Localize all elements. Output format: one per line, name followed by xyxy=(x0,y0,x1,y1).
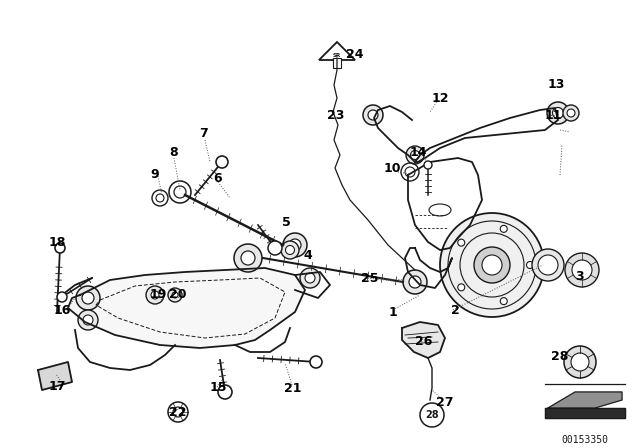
Circle shape xyxy=(552,108,563,119)
Text: 00153350: 00153350 xyxy=(561,435,609,445)
Circle shape xyxy=(572,260,592,280)
Text: 13: 13 xyxy=(547,78,564,90)
Text: 3: 3 xyxy=(576,270,584,283)
Circle shape xyxy=(424,161,432,169)
Circle shape xyxy=(300,268,320,288)
Circle shape xyxy=(281,241,299,259)
Circle shape xyxy=(289,239,301,251)
Circle shape xyxy=(241,251,255,265)
Circle shape xyxy=(78,310,98,330)
Circle shape xyxy=(57,292,67,302)
Circle shape xyxy=(406,146,424,164)
Circle shape xyxy=(571,353,589,371)
Text: 20: 20 xyxy=(169,288,187,301)
Circle shape xyxy=(565,253,599,287)
Text: 17: 17 xyxy=(48,379,66,392)
Circle shape xyxy=(82,292,94,304)
Polygon shape xyxy=(38,362,72,390)
Text: 15: 15 xyxy=(209,380,227,393)
Circle shape xyxy=(547,102,569,124)
Circle shape xyxy=(420,403,444,427)
Circle shape xyxy=(458,239,465,246)
Circle shape xyxy=(218,385,232,399)
Text: 9: 9 xyxy=(150,168,159,181)
Circle shape xyxy=(83,315,93,325)
Circle shape xyxy=(363,105,383,125)
Circle shape xyxy=(409,276,421,288)
Text: SR: SR xyxy=(333,52,341,57)
Circle shape xyxy=(151,291,159,299)
Text: 10: 10 xyxy=(383,161,401,175)
FancyBboxPatch shape xyxy=(333,58,341,68)
Text: 5: 5 xyxy=(282,215,291,228)
Circle shape xyxy=(268,241,282,255)
Circle shape xyxy=(403,270,427,294)
Circle shape xyxy=(368,110,378,120)
Polygon shape xyxy=(548,392,622,408)
Text: 14: 14 xyxy=(409,146,427,159)
Circle shape xyxy=(482,255,502,275)
Text: 23: 23 xyxy=(327,108,345,121)
Circle shape xyxy=(500,297,508,305)
Text: 7: 7 xyxy=(200,126,209,139)
Circle shape xyxy=(567,109,575,117)
Text: 18: 18 xyxy=(48,236,66,249)
Circle shape xyxy=(410,151,419,159)
Text: 21: 21 xyxy=(284,382,301,395)
Circle shape xyxy=(310,356,322,368)
Text: 2: 2 xyxy=(451,303,460,316)
Circle shape xyxy=(527,262,534,268)
Text: 19: 19 xyxy=(149,288,166,301)
Text: 8: 8 xyxy=(170,146,179,159)
Circle shape xyxy=(532,249,564,281)
Circle shape xyxy=(216,156,228,168)
Text: 1: 1 xyxy=(388,306,397,319)
Text: 24: 24 xyxy=(346,47,364,60)
Circle shape xyxy=(55,243,65,253)
Circle shape xyxy=(234,244,262,272)
Circle shape xyxy=(440,213,544,317)
Text: 27: 27 xyxy=(436,396,454,409)
Polygon shape xyxy=(545,408,625,418)
Text: 16: 16 xyxy=(53,303,70,316)
Circle shape xyxy=(564,346,596,378)
Text: 11: 11 xyxy=(544,108,562,121)
Circle shape xyxy=(458,284,465,291)
Text: 28: 28 xyxy=(551,349,568,362)
Text: 28: 28 xyxy=(425,410,439,420)
Circle shape xyxy=(563,105,579,121)
Circle shape xyxy=(305,273,315,283)
Text: 26: 26 xyxy=(415,335,433,348)
Polygon shape xyxy=(68,268,305,348)
Text: 6: 6 xyxy=(214,172,222,185)
Circle shape xyxy=(76,286,100,310)
Circle shape xyxy=(283,233,307,257)
Circle shape xyxy=(168,288,182,302)
Circle shape xyxy=(172,292,178,298)
Circle shape xyxy=(285,246,294,254)
Circle shape xyxy=(146,286,164,304)
Text: 25: 25 xyxy=(361,271,379,284)
Circle shape xyxy=(500,225,508,233)
Text: 4: 4 xyxy=(303,249,312,262)
Text: 12: 12 xyxy=(431,91,449,104)
Text: 22: 22 xyxy=(169,405,187,418)
Circle shape xyxy=(538,255,558,275)
Polygon shape xyxy=(402,322,445,358)
Circle shape xyxy=(474,247,510,283)
